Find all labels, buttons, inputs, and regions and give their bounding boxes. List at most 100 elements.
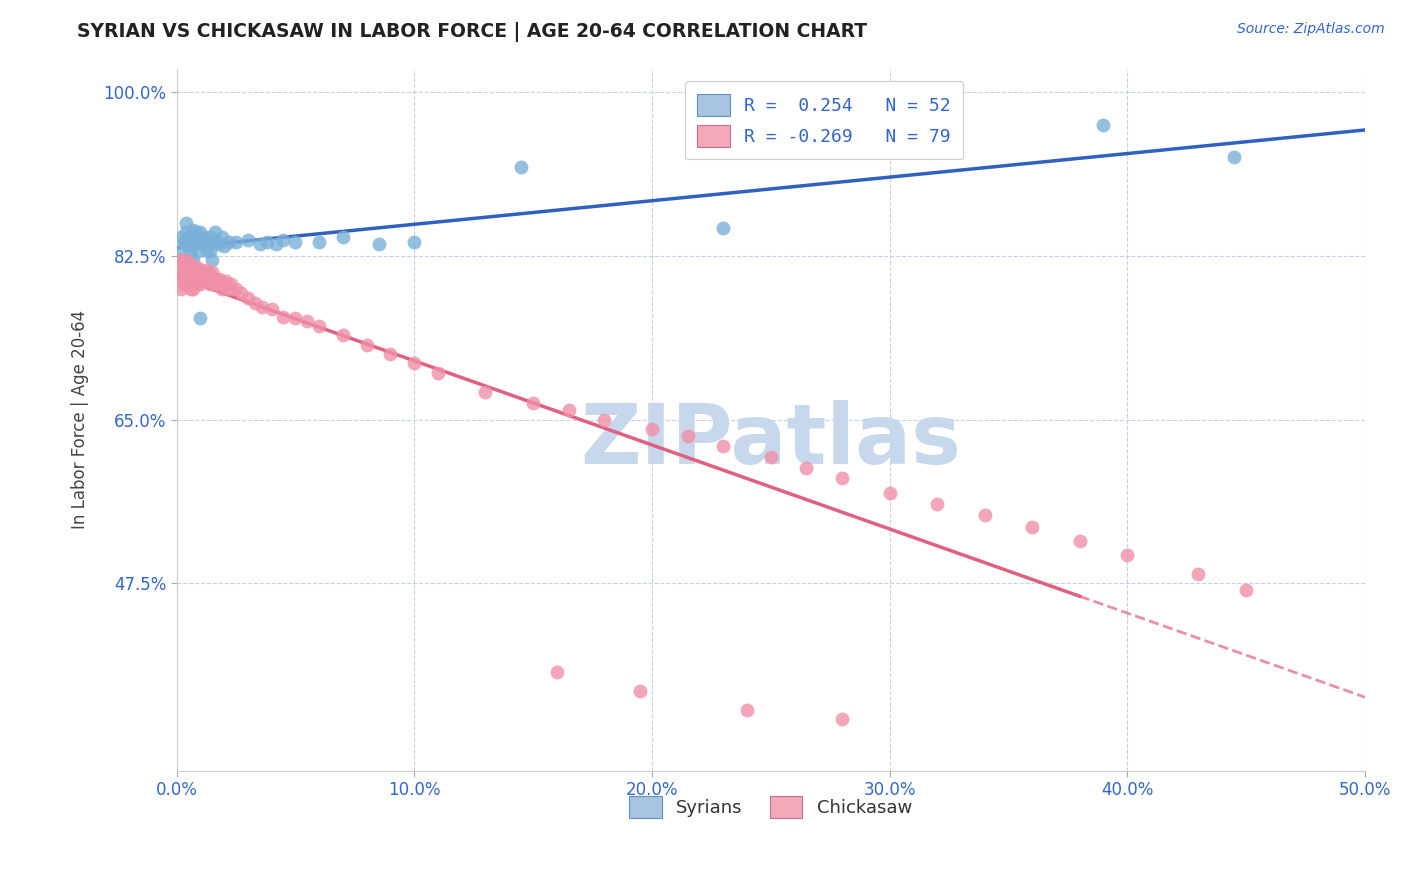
Point <box>297 314 319 328</box>
Point <box>404 235 426 249</box>
Point <box>557 403 579 417</box>
Point <box>181 253 204 268</box>
Point <box>212 277 235 291</box>
Point <box>243 295 266 310</box>
Point <box>236 233 259 247</box>
Point <box>208 272 231 286</box>
Point <box>794 461 817 475</box>
Point <box>181 281 204 295</box>
Point <box>256 235 278 249</box>
Point <box>194 265 217 279</box>
Y-axis label: In Labor Force | Age 20-64: In Labor Force | Age 20-64 <box>72 310 89 529</box>
Point <box>187 230 209 244</box>
Point <box>191 235 214 249</box>
Point <box>510 160 533 174</box>
Point <box>181 236 204 251</box>
Point <box>188 225 211 239</box>
Point <box>174 253 197 268</box>
Point <box>426 366 449 380</box>
Point <box>173 277 195 291</box>
Point <box>522 396 544 410</box>
Point <box>173 253 195 268</box>
Point <box>174 216 197 230</box>
Point <box>1021 520 1043 534</box>
Point <box>184 272 207 286</box>
Point <box>198 244 221 258</box>
Point <box>177 277 200 291</box>
Point <box>198 268 221 282</box>
Point <box>177 230 200 244</box>
Point <box>184 235 207 249</box>
Point <box>198 230 221 244</box>
Point <box>380 347 402 361</box>
Point <box>167 244 190 258</box>
Point <box>181 223 204 237</box>
Point <box>831 712 853 726</box>
Point <box>266 236 288 251</box>
Point <box>1092 118 1115 132</box>
Point <box>204 225 226 239</box>
Point <box>735 703 758 717</box>
Point <box>308 235 330 249</box>
Point <box>184 265 207 279</box>
Point <box>308 318 330 333</box>
Point <box>367 236 389 251</box>
Point <box>284 235 307 249</box>
Point <box>218 281 240 295</box>
Point <box>180 272 202 286</box>
Point <box>170 258 193 272</box>
Point <box>249 236 271 251</box>
Point <box>170 262 193 277</box>
Point <box>194 274 217 288</box>
Point <box>177 258 200 272</box>
Text: SYRIAN VS CHICKASAW IN LABOR FORCE | AGE 20-64 CORRELATION CHART: SYRIAN VS CHICKASAW IN LABOR FORCE | AGE… <box>77 22 868 42</box>
Point <box>177 272 200 286</box>
Point <box>173 268 195 282</box>
Point <box>187 244 209 258</box>
Point <box>204 277 226 291</box>
Point <box>219 277 242 291</box>
Point <box>167 253 190 268</box>
Point <box>167 272 190 286</box>
Point <box>174 225 197 239</box>
Point <box>191 268 214 282</box>
Point <box>332 328 354 343</box>
Point <box>211 281 233 295</box>
Point <box>170 281 193 295</box>
Point <box>188 311 211 326</box>
Point <box>170 230 193 244</box>
Point <box>273 233 295 247</box>
Point <box>1069 534 1091 549</box>
Point <box>641 422 664 436</box>
Point <box>236 291 259 305</box>
Point <box>250 300 273 314</box>
Point <box>201 235 224 249</box>
Point <box>831 470 853 484</box>
Point <box>180 246 202 260</box>
Point <box>205 235 228 249</box>
Point <box>197 262 219 277</box>
Point <box>184 277 207 291</box>
Legend: Syrians, Chickasaw: Syrians, Chickasaw <box>621 789 920 825</box>
Point <box>197 244 219 258</box>
Text: Source: ZipAtlas.com: Source: ZipAtlas.com <box>1237 22 1385 37</box>
Point <box>1223 151 1246 165</box>
Point <box>225 235 247 249</box>
Point <box>201 253 224 268</box>
Point <box>174 277 197 291</box>
Text: ZIPatlas: ZIPatlas <box>581 401 962 481</box>
Point <box>229 286 252 301</box>
Point <box>205 272 228 286</box>
Point <box>188 272 211 286</box>
Point <box>201 265 224 279</box>
Point <box>180 281 202 295</box>
Point <box>197 236 219 251</box>
Point <box>188 277 211 291</box>
Point <box>879 485 901 500</box>
Point <box>925 497 948 511</box>
Point <box>187 274 209 288</box>
Point <box>404 356 426 370</box>
Point <box>177 239 200 253</box>
Point <box>284 311 307 326</box>
Point <box>225 281 247 295</box>
